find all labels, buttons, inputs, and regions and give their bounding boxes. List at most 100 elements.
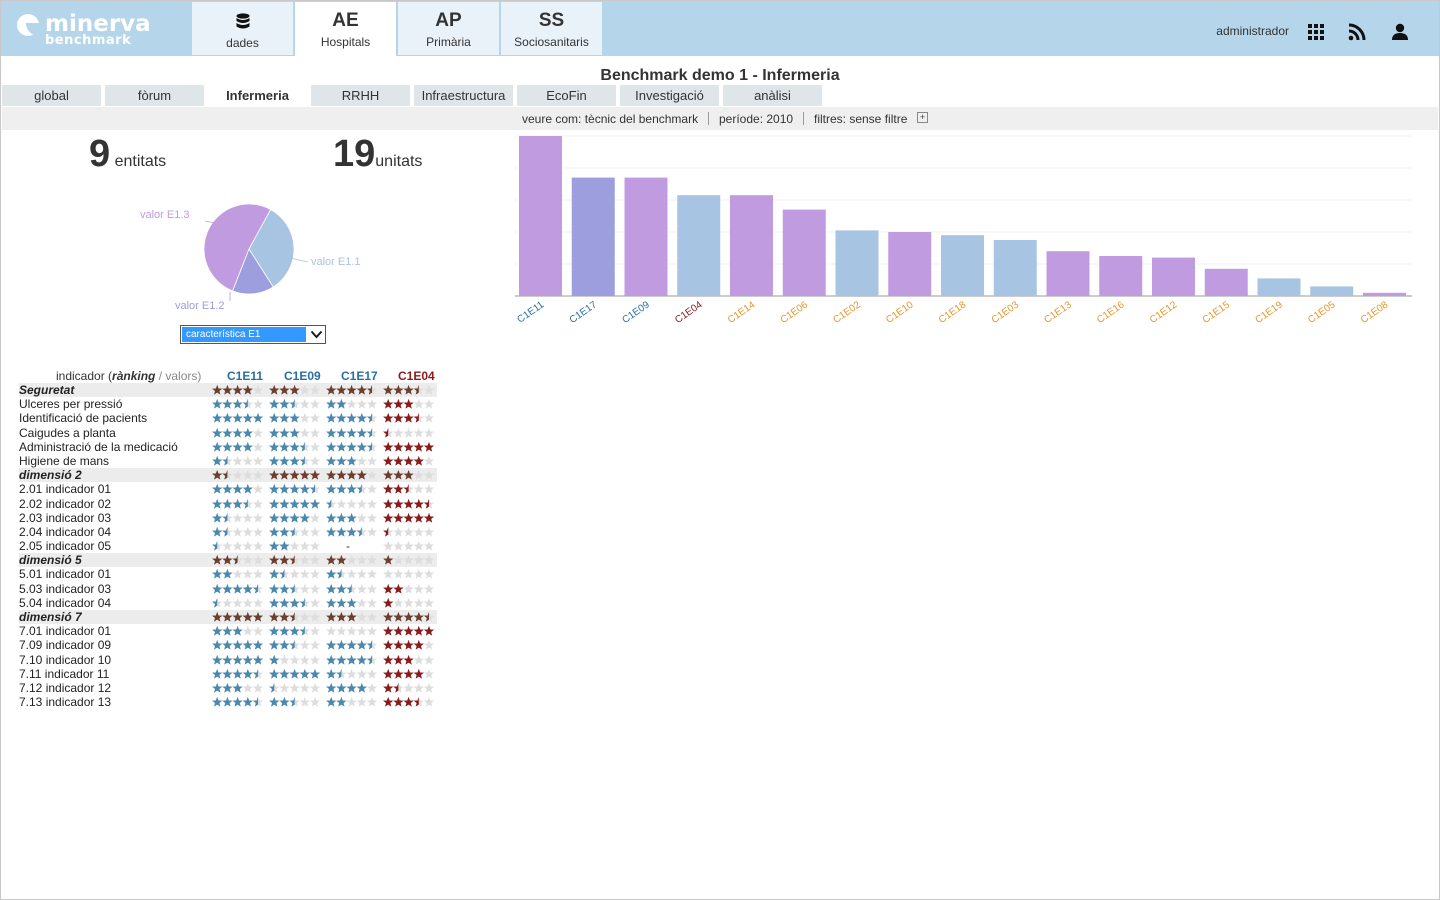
- star-icon: [299, 526, 310, 537]
- star-rating: [269, 626, 321, 636]
- indicator-row[interactable]: 7.01 indicador 01: [19, 624, 437, 638]
- entity-header[interactable]: C1E09: [284, 369, 321, 383]
- indicator-row[interactable]: 2.05 indicador 05 -: [19, 539, 437, 553]
- bar[interactable]: [1310, 286, 1354, 296]
- star-icon: [299, 682, 310, 693]
- bar[interactable]: [1363, 292, 1406, 296]
- bar[interactable]: [1046, 251, 1090, 296]
- bar[interactable]: [1204, 268, 1248, 296]
- star-icon: [279, 526, 290, 537]
- star-icon: [222, 697, 233, 707]
- add-filter-button[interactable]: +: [917, 112, 928, 123]
- indicator-row[interactable]: 5.01 indicador 01: [19, 567, 437, 581]
- star-icon: [356, 484, 362, 494]
- star-icon: [212, 611, 223, 622]
- module-tab-hospitals[interactable]: AE Hospitals: [295, 2, 396, 57]
- star-icon: [289, 682, 300, 693]
- filters-filter[interactable]: filtres: sense filtre: [814, 112, 908, 126]
- star-icon: [326, 583, 337, 594]
- apps-grid-icon[interactable]: [1307, 23, 1325, 41]
- entity-header[interactable]: C1E11: [227, 369, 264, 383]
- user-name[interactable]: administrador: [1216, 24, 1289, 38]
- indicator-row[interactable]: 7.12 indicador 12: [19, 681, 437, 695]
- bar[interactable]: [730, 195, 773, 296]
- tab-forum[interactable]: fòrum: [105, 85, 204, 106]
- indicator-row[interactable]: 7.10 indicador 10: [19, 653, 437, 667]
- dimension-row[interactable]: dimensió 7: [19, 610, 437, 625]
- bar[interactable]: [782, 209, 826, 296]
- star-icon: [222, 512, 228, 523]
- bar[interactable]: [1099, 256, 1143, 296]
- rss-icon[interactable]: [1348, 23, 1366, 41]
- minerva-logo[interactable]: minerva benchmark: [17, 11, 167, 51]
- star-icon: [279, 512, 290, 523]
- entity-header[interactable]: C1E04: [398, 369, 435, 383]
- star-icon: [413, 413, 419, 424]
- star-rating: [326, 697, 378, 707]
- indicator-row[interactable]: Caigudes a planta: [19, 426, 437, 440]
- star-rating: [326, 597, 378, 608]
- star-icon: [336, 668, 347, 679]
- bar[interactable]: [624, 177, 668, 296]
- tab-global[interactable]: global: [2, 85, 101, 106]
- module-tab-sociosanitaris[interactable]: SS Sociosanitaris: [501, 2, 602, 55]
- indicator-row[interactable]: 7.09 indicador 09: [19, 638, 437, 652]
- star-icon: [423, 540, 435, 551]
- tab-infraestructura[interactable]: Infraestructura: [414, 85, 513, 106]
- indicator-label: 7.01 indicador 01: [19, 624, 112, 639]
- bar[interactable]: [519, 136, 562, 296]
- star-icon: [242, 640, 253, 651]
- star-icon: [366, 611, 378, 622]
- star-icon: [252, 484, 264, 494]
- view-as-filter[interactable]: veure com: tècnic del benchmark: [522, 112, 699, 126]
- bar[interactable]: [835, 230, 879, 296]
- module-tab-dades[interactable]: dades: [192, 2, 293, 55]
- bar-chart: C1E11 C1E17 C1E09 C1E04 C1E14 C1E06 C1E02 C1E10…: [515, 135, 1412, 326]
- tab-investigacio[interactable]: Investigació: [620, 85, 719, 106]
- bar[interactable]: [677, 195, 721, 296]
- star-icon: [289, 441, 300, 452]
- bar[interactable]: [888, 232, 932, 296]
- star-icon: [289, 597, 300, 608]
- characteristic-select[interactable]: característica E1: [180, 325, 326, 344]
- tab-ecofin[interactable]: EcoFin: [517, 85, 616, 106]
- bar[interactable]: [571, 177, 615, 296]
- star-icon: [393, 512, 404, 523]
- user-icon[interactable]: [1391, 23, 1409, 41]
- indicator-row[interactable]: Administració de la medicació: [19, 440, 437, 454]
- bar[interactable]: [993, 240, 1037, 296]
- tab-rrhh[interactable]: RRHH: [311, 85, 410, 106]
- indicator-row[interactable]: Higiene de mans: [19, 454, 437, 468]
- star-rating: [383, 555, 435, 565]
- star-icon: [423, 626, 435, 636]
- period-filter[interactable]: període: 2010: [719, 112, 794, 126]
- indicator-row[interactable]: 2.04 indicador 04: [19, 525, 437, 539]
- indicator-row[interactable]: Ulceres per pressió: [19, 397, 437, 411]
- pie-slice[interactable]: [203, 203, 272, 292]
- tab-infermeria[interactable]: Infermeria: [208, 85, 307, 106]
- indicator-row[interactable]: 7.11 indicador 11: [19, 667, 437, 681]
- star-icon: [383, 526, 394, 537]
- dimension-row[interactable]: dimensió 5: [19, 553, 437, 568]
- indicator-row[interactable]: 7.13 indicador 13: [19, 695, 437, 709]
- indicator-row[interactable]: 2.01 indicador 01: [19, 482, 437, 496]
- indicator-row[interactable]: Identificació de pacients: [19, 411, 437, 425]
- indicator-label: 5.04 indicador 04: [19, 595, 112, 610]
- dimension-row[interactable]: dimensió 2: [19, 468, 437, 483]
- indicator-row[interactable]: 5.04 indicador 04: [19, 596, 437, 610]
- bar[interactable]: [941, 235, 984, 296]
- dimension-row[interactable]: Seguretat: [19, 383, 437, 398]
- bar[interactable]: [1152, 257, 1195, 296]
- module-tab-primaria[interactable]: AP Primària: [398, 2, 499, 55]
- star-icon: [252, 384, 264, 395]
- entity-header[interactable]: C1E17: [341, 369, 378, 383]
- indicator-row[interactable]: 5.03 indicador 03: [19, 582, 437, 596]
- units-label: unitats: [375, 153, 423, 170]
- tab-analisi[interactable]: anàlisi: [723, 85, 822, 106]
- star-icon: [403, 668, 414, 679]
- indicator-row[interactable]: 2.03 indicador 03: [19, 511, 437, 525]
- indicator-row[interactable]: 2.02 indicador 02: [19, 497, 437, 511]
- star-rating: [383, 654, 435, 665]
- bar[interactable]: [1257, 278, 1301, 296]
- star-icon: [299, 455, 305, 466]
